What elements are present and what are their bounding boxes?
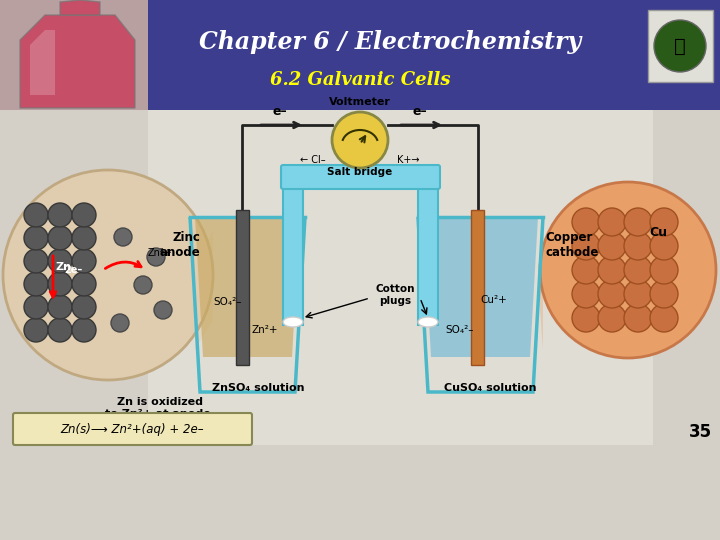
Text: CuSO₄ solution: CuSO₄ solution xyxy=(444,383,536,393)
Polygon shape xyxy=(423,217,538,357)
Ellipse shape xyxy=(418,317,438,327)
Polygon shape xyxy=(540,230,543,350)
Polygon shape xyxy=(30,30,55,95)
Text: Zn²+: Zn²+ xyxy=(148,248,172,258)
Circle shape xyxy=(72,249,96,273)
Text: Salt bridge: Salt bridge xyxy=(328,167,392,177)
Text: Zn²+: Zn²+ xyxy=(252,325,278,335)
FancyBboxPatch shape xyxy=(648,10,713,82)
Text: Zinc
anode: Zinc anode xyxy=(159,231,200,259)
Circle shape xyxy=(332,112,388,168)
FancyBboxPatch shape xyxy=(0,0,148,110)
Text: e–: e– xyxy=(273,105,287,118)
Circle shape xyxy=(598,280,626,308)
Polygon shape xyxy=(195,230,213,350)
FancyBboxPatch shape xyxy=(236,210,249,365)
Circle shape xyxy=(572,208,600,236)
Circle shape xyxy=(572,304,600,332)
Circle shape xyxy=(24,249,48,273)
Text: 6.2 Galvanic Cells: 6.2 Galvanic Cells xyxy=(270,71,450,89)
FancyBboxPatch shape xyxy=(0,0,720,110)
Text: ZnSO₄ solution: ZnSO₄ solution xyxy=(212,383,305,393)
Circle shape xyxy=(134,276,152,294)
Polygon shape xyxy=(20,15,135,108)
Polygon shape xyxy=(195,217,300,357)
Circle shape xyxy=(72,226,96,250)
Circle shape xyxy=(598,304,626,332)
Text: 35: 35 xyxy=(688,423,711,441)
Text: SO₄²–: SO₄²– xyxy=(214,297,242,307)
FancyBboxPatch shape xyxy=(471,210,484,365)
FancyBboxPatch shape xyxy=(281,165,440,189)
Circle shape xyxy=(154,301,172,319)
Circle shape xyxy=(572,232,600,260)
Circle shape xyxy=(624,256,652,284)
Circle shape xyxy=(24,295,48,319)
Text: e–: e– xyxy=(413,105,427,118)
Circle shape xyxy=(624,208,652,236)
Circle shape xyxy=(598,208,626,236)
Polygon shape xyxy=(60,0,100,15)
Circle shape xyxy=(48,272,72,296)
Circle shape xyxy=(598,232,626,260)
Circle shape xyxy=(650,256,678,284)
Circle shape xyxy=(624,304,652,332)
Circle shape xyxy=(650,304,678,332)
Circle shape xyxy=(48,226,72,250)
Circle shape xyxy=(24,318,48,342)
Circle shape xyxy=(572,280,600,308)
Circle shape xyxy=(654,20,706,72)
FancyBboxPatch shape xyxy=(283,185,303,325)
Text: Voltmeter: Voltmeter xyxy=(329,97,391,107)
Text: Copper
cathode: Copper cathode xyxy=(545,231,598,259)
Circle shape xyxy=(650,280,678,308)
Circle shape xyxy=(48,203,72,227)
Circle shape xyxy=(48,249,72,273)
Circle shape xyxy=(114,228,132,246)
Circle shape xyxy=(24,203,48,227)
Text: Cu²+: Cu²+ xyxy=(480,295,507,305)
Circle shape xyxy=(650,232,678,260)
Circle shape xyxy=(572,256,600,284)
Text: 2e–: 2e– xyxy=(64,265,82,275)
Text: SO₄²–: SO₄²– xyxy=(446,325,474,335)
Circle shape xyxy=(540,182,716,358)
Text: Chapter 6 / Electrochemistry: Chapter 6 / Electrochemistry xyxy=(199,30,581,54)
Text: Zn(s)⟶ Zn²+(aq) + 2e–: Zn(s)⟶ Zn²+(aq) + 2e– xyxy=(60,422,204,435)
Text: K+→: K+→ xyxy=(397,155,419,165)
Circle shape xyxy=(72,318,96,342)
Text: Zn: Zn xyxy=(55,262,71,272)
Circle shape xyxy=(3,170,213,380)
Circle shape xyxy=(72,203,96,227)
FancyBboxPatch shape xyxy=(13,413,252,445)
Circle shape xyxy=(624,280,652,308)
Text: 🌿: 🌿 xyxy=(674,37,686,56)
FancyBboxPatch shape xyxy=(418,185,438,325)
Text: Zn is oxidized
to Zn²+ at anode.: Zn is oxidized to Zn²+ at anode. xyxy=(105,397,215,418)
Ellipse shape xyxy=(283,317,303,327)
Circle shape xyxy=(147,248,165,266)
Circle shape xyxy=(24,226,48,250)
FancyBboxPatch shape xyxy=(148,100,653,445)
Circle shape xyxy=(650,208,678,236)
Circle shape xyxy=(24,272,48,296)
Text: ← Cl–: ← Cl– xyxy=(300,155,326,165)
Circle shape xyxy=(72,272,96,296)
Circle shape xyxy=(598,256,626,284)
Circle shape xyxy=(72,295,96,319)
Text: Cu: Cu xyxy=(649,226,667,239)
Text: Cotton
plugs: Cotton plugs xyxy=(375,284,415,306)
Circle shape xyxy=(111,314,129,332)
Circle shape xyxy=(624,232,652,260)
Circle shape xyxy=(48,318,72,342)
Circle shape xyxy=(48,295,72,319)
